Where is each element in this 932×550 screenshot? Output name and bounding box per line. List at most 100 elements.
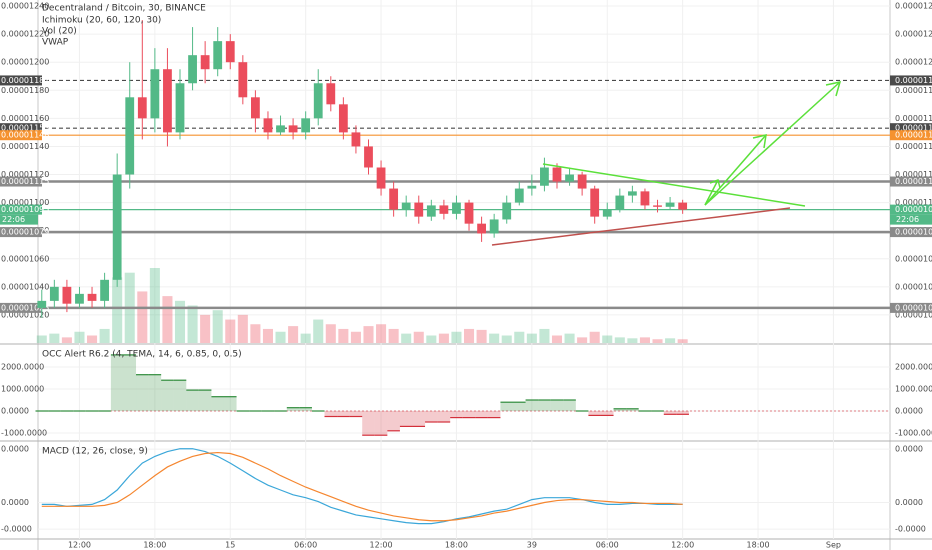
volume-bar bbox=[564, 333, 575, 343]
oscillator-area bbox=[676, 411, 689, 415]
candle-body bbox=[590, 188, 600, 217]
volume-bar bbox=[401, 333, 412, 343]
trend-line bbox=[542, 163, 806, 207]
volume-bar bbox=[87, 335, 98, 343]
volume-bar bbox=[137, 291, 148, 343]
oscillator-area bbox=[123, 354, 137, 412]
price-level-label: 0.00001079 bbox=[1, 228, 49, 237]
candle-body bbox=[653, 205, 662, 207]
candle-body bbox=[540, 167, 549, 186]
price-level-label: 0.00001148 bbox=[895, 131, 932, 140]
projection-arrow bbox=[704, 134, 767, 206]
price-level-box bbox=[890, 176, 932, 187]
price-level-label: 0.00001079 bbox=[895, 228, 932, 237]
candle-body bbox=[452, 202, 461, 214]
oscillator-area bbox=[513, 402, 526, 412]
pane-title: MACD (12, 26, close, 9) bbox=[42, 447, 148, 457]
drawings bbox=[491, 81, 842, 246]
price-level-label: 0.00001115 bbox=[1, 177, 49, 186]
oscillator-area bbox=[613, 408, 627, 412]
candle-body bbox=[200, 55, 210, 70]
indicator-label: Vol (20) bbox=[42, 27, 77, 37]
volume-bar bbox=[237, 314, 248, 343]
price-level-box bbox=[890, 302, 932, 313]
oscillator-area bbox=[399, 411, 413, 427]
oscillator-area bbox=[588, 411, 601, 416]
candle-body bbox=[565, 174, 574, 182]
volume-bar bbox=[577, 337, 588, 343]
price-level-box bbox=[0, 123, 42, 134]
price-level-label: 0.00001025 bbox=[895, 303, 932, 312]
y-tick-label: 2000.0000 bbox=[1, 363, 44, 372]
x-tick-label: Sep bbox=[826, 541, 841, 550]
price-level-box bbox=[890, 130, 932, 141]
y-tick-label: 0.0000 bbox=[1, 498, 29, 507]
volume-bar bbox=[551, 335, 563, 343]
volume-bar bbox=[614, 337, 625, 343]
volume-bar bbox=[61, 337, 72, 343]
volume-bar bbox=[602, 335, 613, 343]
price-level-label: 0.00001153 bbox=[1, 124, 49, 133]
volume-bar bbox=[49, 333, 60, 343]
candle-body bbox=[640, 191, 650, 206]
candle-body bbox=[376, 167, 386, 189]
price-level-label: 0.00001153 bbox=[895, 124, 932, 133]
price-level-box bbox=[0, 227, 42, 238]
trend-line bbox=[491, 207, 791, 246]
countdown-box bbox=[890, 214, 932, 225]
price-level-label: 0.00001095 bbox=[895, 205, 932, 214]
candle-body bbox=[678, 202, 688, 210]
volume-bar bbox=[36, 335, 47, 343]
candle-body bbox=[188, 55, 197, 84]
candle-body bbox=[49, 286, 59, 301]
x-tick-label: 12:00 bbox=[671, 541, 694, 550]
price-level-label: 0.00001148 bbox=[1, 131, 49, 140]
arrow-head bbox=[752, 134, 767, 149]
candle-body bbox=[489, 219, 499, 234]
oscillator-area bbox=[136, 374, 149, 412]
oscillator-area bbox=[374, 411, 388, 436]
volume-bar bbox=[112, 277, 123, 343]
oscillator-area bbox=[337, 411, 350, 417]
volume-bar bbox=[225, 319, 236, 343]
candle-body bbox=[288, 125, 298, 133]
arrow-head bbox=[709, 179, 721, 189]
oscillator-area bbox=[550, 400, 564, 412]
volume-bar bbox=[363, 326, 374, 343]
volume-bar bbox=[174, 300, 186, 343]
candle-body bbox=[577, 174, 587, 189]
x-tick-label: 12:00 bbox=[370, 541, 393, 550]
oscillator-area bbox=[186, 390, 199, 412]
volume-bar bbox=[388, 328, 399, 343]
y-tick-label: 0.00001160 bbox=[895, 114, 932, 123]
volume-bar bbox=[589, 331, 600, 343]
y-tick-label: 0.00001240 bbox=[895, 2, 932, 11]
price-level-label: 0.00001187 bbox=[895, 76, 932, 85]
volume-bar bbox=[627, 338, 638, 343]
projection-arrow bbox=[704, 81, 841, 206]
volume-bar bbox=[501, 335, 512, 343]
candle-body bbox=[37, 300, 47, 308]
volume-bar bbox=[376, 324, 387, 343]
volume-bar bbox=[639, 337, 650, 343]
candle-body bbox=[426, 205, 436, 217]
candle-body bbox=[351, 132, 361, 147]
price-level-label: 0.00001187 bbox=[1, 76, 49, 85]
countdown-box bbox=[0, 214, 38, 225]
y-tick-label: 0.00001180 bbox=[1, 86, 49, 95]
macd-line bbox=[41, 448, 683, 525]
candle-body bbox=[137, 97, 147, 119]
candle-body bbox=[502, 202, 512, 220]
volume-bar bbox=[262, 328, 273, 343]
y-tick-label: 0.00001200 bbox=[1, 58, 49, 67]
oscillator-area bbox=[462, 411, 476, 418]
candle-body bbox=[163, 69, 172, 133]
price-level-label: 0.00001025 bbox=[1, 303, 49, 312]
y-tick-label: 0.00001140 bbox=[1, 142, 49, 151]
price-level-box bbox=[890, 75, 932, 86]
oscillator-area bbox=[211, 396, 224, 412]
candle-body bbox=[100, 279, 109, 301]
candle-body bbox=[514, 188, 524, 203]
y-tick-label: -1000.0000 bbox=[1, 429, 47, 438]
